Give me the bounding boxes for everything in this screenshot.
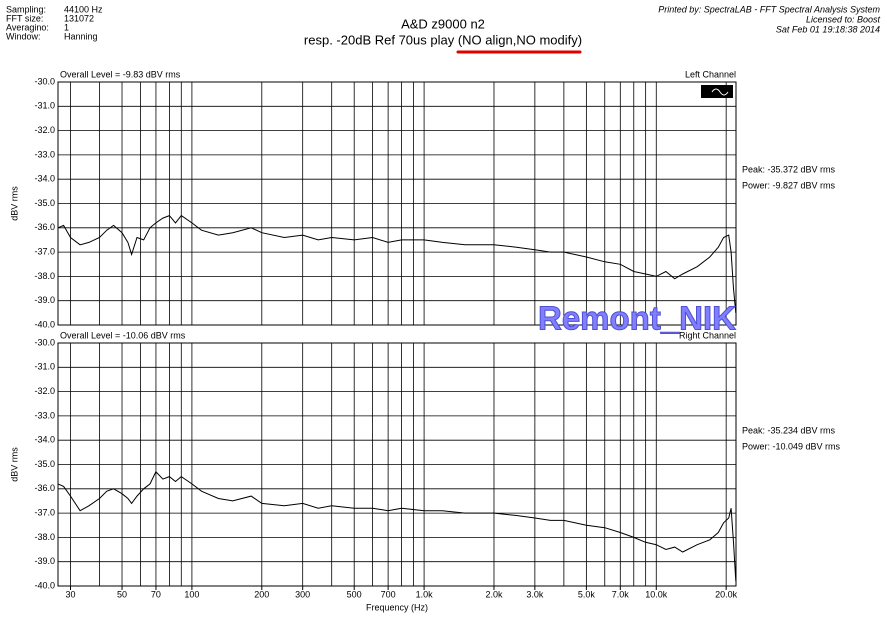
y-tick-label: -37.0 [34, 507, 55, 517]
title: A&D z9000 n2 [401, 16, 485, 31]
y-tick-label: -39.0 [34, 295, 55, 305]
y-tick-label: -31.0 [34, 101, 55, 111]
power: Power: -10.049 dBV rms [742, 441, 841, 451]
y-tick-label: -35.0 [34, 459, 55, 469]
channel-label: Right Channel [679, 330, 736, 340]
peak: Peak: -35.234 dBV rms [742, 425, 836, 435]
info-value: Hanning [64, 31, 98, 41]
overall-level: Overall Level = -10.06 dBV rms [60, 330, 186, 340]
channel-label: Left Channel [685, 69, 736, 79]
x-tick-label: 30 [66, 589, 76, 599]
subtitle: resp. -20dB Ref 70us play (NO align,NO m… [304, 32, 582, 47]
y-tick-label: -35.0 [34, 198, 55, 208]
x-tick-label: 3.0k [526, 589, 544, 599]
overall-level: Overall Level = -9.83 dBV rms [60, 69, 181, 79]
info-value: 44100 Hz [64, 4, 103, 14]
info-value: 131072 [64, 13, 94, 23]
x-tick-label: 1.0k [416, 589, 434, 599]
y-axis-label: dBV rms [9, 447, 19, 482]
x-tick-label: 50 [117, 589, 127, 599]
x-tick-label: 7.0k [612, 589, 630, 599]
y-tick-label: -40.0 [34, 319, 55, 329]
peak: Peak: -35.372 dBV rms [742, 164, 836, 174]
y-tick-label: -30.0 [34, 76, 55, 86]
y-tick-label: -37.0 [34, 246, 55, 256]
x-tick-label: 700 [381, 589, 396, 599]
y-tick-label: -39.0 [34, 556, 55, 566]
trace [57, 470, 737, 582]
x-tick-label: 100 [184, 589, 199, 599]
date: Sat Feb 01 19:18:38 2014 [776, 24, 880, 34]
x-tick-label: 200 [254, 589, 269, 599]
y-tick-label: -34.0 [34, 435, 55, 445]
info-label: Averagino: [6, 22, 49, 32]
info-label: Sampling: [6, 4, 46, 14]
icon-wave [711, 88, 729, 96]
x-tick-label: 2.0k [485, 589, 503, 599]
y-tick-label: -38.0 [34, 532, 55, 542]
y-tick-label: -38.0 [34, 271, 55, 281]
watermark: Remont_NIK [538, 300, 736, 337]
info-label: Window: [6, 31, 41, 41]
x-axis-label: Frequency (Hz) [366, 602, 428, 612]
x-tick-label: 10.0k [645, 589, 668, 599]
x-tick-label: 70 [151, 589, 161, 599]
y-tick-label: -30.0 [34, 337, 55, 347]
y-tick-label: -33.0 [34, 410, 55, 420]
licensed-to: Licensed to: Boost [806, 14, 881, 24]
info-value: 1 [64, 22, 69, 32]
x-tick-label: 300 [295, 589, 310, 599]
y-tick-label: -33.0 [34, 149, 55, 159]
trace [57, 214, 737, 313]
printed-by: Printed by: SpectraLAB - FFT Spectral An… [658, 4, 880, 14]
x-tick-label: 20.0k [715, 589, 738, 599]
x-tick-label: 5.0k [578, 589, 596, 599]
power: Power: -9.827 dBV rms [742, 180, 836, 190]
y-tick-label: -32.0 [34, 386, 55, 396]
y-tick-label: -34.0 [34, 174, 55, 184]
x-tick-label: 500 [347, 589, 362, 599]
y-tick-label: -36.0 [34, 483, 55, 493]
y-tick-label: -40.0 [34, 580, 55, 590]
icon [701, 85, 733, 98]
y-tick-label: -32.0 [34, 125, 55, 135]
y-axis-label: dBV rms [9, 186, 19, 221]
y-tick-label: -36.0 [34, 222, 55, 232]
info-label: FFT size: [6, 13, 43, 23]
y-tick-label: -31.0 [34, 362, 55, 372]
